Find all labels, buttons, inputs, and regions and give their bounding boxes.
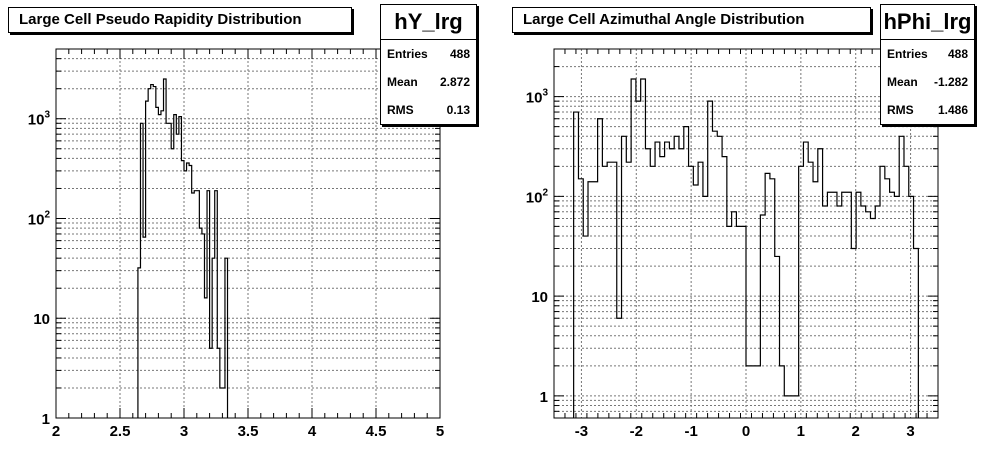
right-stats-box: hPhi_lrg Entries 488 Mean -1.282 RMS 1.4… (880, 4, 975, 125)
stat-value: 2.872 (439, 75, 470, 89)
stat-value: 488 (947, 47, 968, 61)
right-stat-mean: Mean -1.282 (881, 68, 974, 96)
right-x-tick-label: 0 (742, 423, 750, 440)
left-y-tick-label: 1 (42, 411, 50, 428)
stat-value: 488 (449, 47, 470, 61)
left-y-tick-label: 103 (28, 110, 51, 129)
right-stat-entries: Entries 488 (881, 40, 974, 68)
right-histogram-name: hPhi_lrg (881, 5, 974, 40)
left-chart-title: Large Cell Pseudo Rapidity Distribution (8, 7, 352, 33)
stat-value: 1.486 (937, 103, 968, 117)
left-histogram-outline (137, 78, 229, 418)
left-x-tick-label: 5 (436, 423, 444, 440)
right-x-tick-label: 1 (797, 423, 805, 440)
right-y-tick-label: 103 (526, 88, 549, 107)
left-x-tick-label: 3.5 (238, 423, 259, 440)
left-x-tick-label: 4 (308, 423, 317, 440)
right-chart-title: Large Cell Azimuthal Angle Distribution (512, 7, 871, 33)
right-stat-rms: RMS 1.486 (881, 96, 974, 124)
left-x-tick-label: 4.5 (366, 423, 387, 440)
right-x-tick-label: 2 (852, 423, 860, 440)
left-stat-mean: Mean 2.872 (381, 68, 476, 96)
left-stats-box: hY_lrg Entries 488 Mean 2.872 RMS 0.13 (380, 4, 477, 125)
right-x-tick-label: -1 (684, 423, 697, 440)
stat-label: Mean (387, 75, 418, 89)
stat-label: Entries (887, 47, 928, 61)
left-stat-rms: RMS 0.13 (381, 96, 476, 124)
right-x-tick-label: -2 (630, 423, 643, 440)
left-y-tick-label: 10 (33, 311, 50, 328)
right-y-tick-label: 102 (526, 187, 549, 206)
stat-value: -1.282 (933, 75, 968, 89)
right-x-tick-label: 3 (906, 423, 914, 440)
right-x-tick-label: -3 (575, 423, 588, 440)
left-histogram-name: hY_lrg (381, 5, 476, 40)
left-x-tick-label: 3 (180, 423, 188, 440)
right-plot-frame (553, 48, 939, 419)
left-stat-entries: Entries 488 (381, 40, 476, 68)
right-y-tick-label: 10 (531, 289, 548, 306)
left-x-tick-label: 2.5 (110, 423, 131, 440)
stat-label: Mean (887, 75, 918, 89)
left-y-tick-label: 102 (28, 209, 51, 228)
stat-label: RMS (387, 103, 414, 117)
stat-label: RMS (887, 103, 914, 117)
left-x-tick-label: 2 (52, 423, 60, 440)
stat-value: 0.13 (446, 103, 470, 117)
right-histogram-outline (573, 78, 919, 418)
stat-label: Entries (387, 47, 428, 61)
right-y-tick-label: 1 (540, 389, 548, 406)
